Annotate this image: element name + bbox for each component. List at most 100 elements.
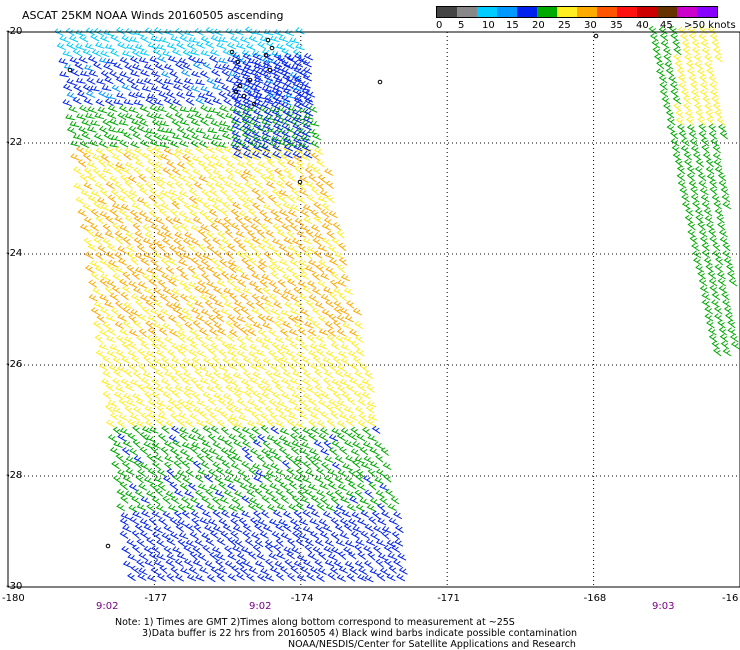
wind-barb [710,138,720,147]
wind-barb [316,420,326,428]
wind-barb [192,216,203,224]
wind-barb [237,469,247,477]
wind-barb [293,66,303,75]
wind-barb [262,440,271,450]
wind-barb [263,87,274,96]
wind-barb [224,545,233,554]
wind-barb [86,77,96,85]
wind-barb [150,70,161,77]
wind-barb [275,489,285,498]
wind-barb [126,77,136,85]
wind-barb [694,102,703,112]
wind-barb [221,84,231,92]
wind-barb [101,378,111,386]
wind-barb [295,468,305,478]
wind-barb [279,258,289,267]
wind-barb [111,285,121,294]
wind-barb [94,334,103,344]
wind-barb [231,188,240,197]
wind-barb [292,459,301,469]
wind-barb [314,231,324,240]
wind-barb [233,439,243,448]
wind-barb [291,426,300,435]
wind-barb [110,49,120,57]
wind-barb [292,530,301,540]
wind-barb [217,504,227,512]
wind-barb [151,510,161,518]
wind-barb [114,166,123,175]
wind-barb [219,104,229,113]
wind-barb [243,370,252,379]
wind-barb [335,539,345,547]
wind-barb [293,94,303,103]
wind-barb [330,496,339,506]
latitude-label: -30 [6,581,23,592]
latitude-label: -28 [6,470,23,481]
wind-barb [238,517,247,527]
wind-barb [148,517,157,526]
wind-barb [145,299,155,308]
wind-barb [688,75,698,84]
wind-barb [698,123,707,133]
wind-barb [131,202,141,210]
wind-barb [141,272,151,282]
wind-barb [145,97,155,106]
wind-barb [270,270,279,280]
wind-barb [281,66,291,75]
wind-barb [235,266,245,274]
wind-barb [302,525,313,534]
wind-barb [366,384,375,393]
wind-barb [223,146,233,154]
wind-barb [94,41,105,49]
wind-barb [166,91,176,99]
wind-barb [324,539,334,547]
wind-barb [337,483,347,491]
wind-barb [684,214,694,224]
island-outline [229,49,235,55]
wind-barb [171,343,181,351]
wind-barb [351,340,360,350]
wind-barb [157,279,166,289]
wind-barb [282,320,292,329]
wind-barb [275,383,284,393]
wind-barb [398,566,408,575]
wind-barb [256,229,266,239]
wind-barb [113,391,123,400]
wind-barb [343,335,354,343]
wind-barb [374,476,384,485]
note-line-3: NOAA/NESDIS/Center for Satellite Applica… [288,639,576,650]
wind-barb [186,126,196,135]
wind-barb [170,496,180,505]
wind-barb [62,99,72,107]
colorbar-swatch [577,7,597,17]
wind-barb [343,523,353,532]
wind-barb [199,410,208,420]
colorbar-swatch [477,7,497,17]
wind-barb [146,503,155,512]
wind-barb [318,259,327,268]
wind-barb [689,235,698,245]
wind-barb [260,378,271,386]
wind-barb [317,174,327,184]
wind-barb [196,419,206,427]
wind-barb [97,197,107,205]
wind-barb [90,33,100,42]
wind-barb [158,36,169,44]
wind-barb [282,273,292,282]
wind-barb [314,475,324,484]
wind-barb [717,221,726,231]
wind-barb [191,133,201,141]
wind-barb [323,475,334,483]
wind-barb [205,145,215,154]
wind-barb [241,257,250,267]
wind-barb [296,384,306,393]
wind-barb [290,446,300,455]
wind-barb [284,474,294,483]
wind-barb [163,97,173,105]
wind-barb [178,140,189,148]
wind-barb [685,110,694,119]
wind-barb [233,150,243,159]
wind-barb [691,89,700,98]
wind-barb [112,475,122,484]
wind-barb [212,461,222,470]
